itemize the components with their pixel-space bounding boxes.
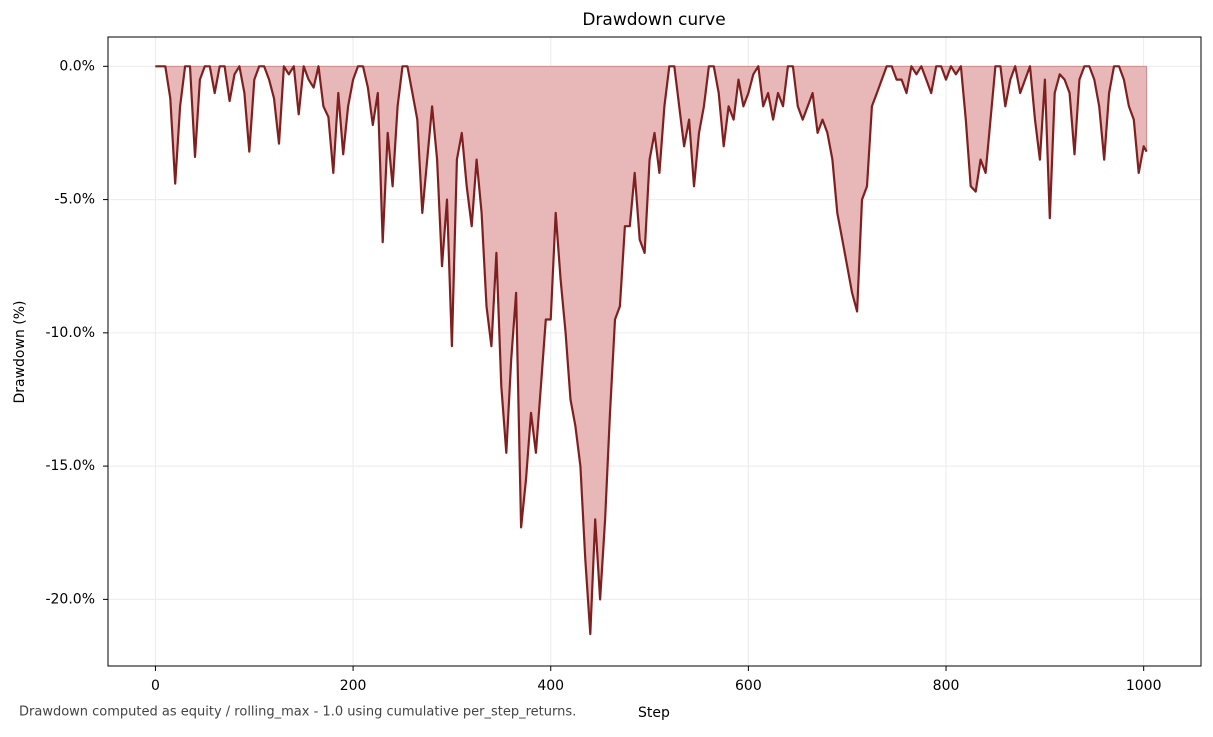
x-tick-label: 0 (151, 678, 160, 694)
x-tick-label: 1000 (1126, 678, 1162, 694)
x-tick-label: 800 (933, 678, 960, 694)
x-tick-label: 200 (340, 678, 367, 694)
x-tick-label: 600 (735, 678, 762, 694)
footnote: Drawdown computed as equity / rolling_ma… (19, 705, 576, 720)
chart-title: Drawdown curve (582, 10, 725, 30)
y-tick-label: -10.0% (45, 325, 95, 341)
drawdown-line (155, 65, 1148, 636)
y-axis-label: Drawdown (%) (12, 300, 28, 403)
x-tick-label: 400 (537, 678, 564, 694)
x-axis-label: Step (638, 705, 670, 721)
y-tick-label: -5.0% (54, 192, 95, 208)
y-tick-label: -15.0% (45, 458, 95, 474)
y-tick-label: 0.0% (59, 58, 95, 74)
y-tick-label: -20.0% (45, 591, 95, 607)
plot-frame (107, 36, 1202, 667)
